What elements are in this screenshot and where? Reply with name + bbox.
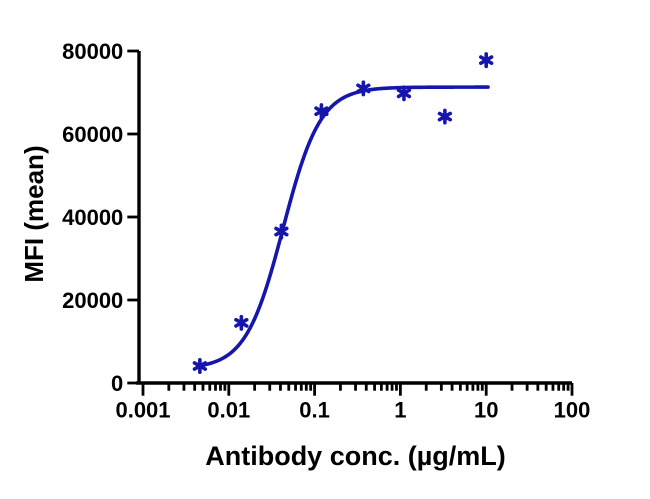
y-tick-label: 60000 bbox=[62, 122, 123, 147]
x-tick-label: 0.1 bbox=[299, 398, 330, 423]
fit-curve-path bbox=[197, 85, 490, 368]
data-point-marker bbox=[192, 357, 208, 374]
data-point-marker bbox=[356, 80, 371, 97]
x-tick-label: 100 bbox=[554, 398, 591, 423]
x-tick-label: 0.001 bbox=[115, 398, 170, 423]
asterisk-center bbox=[483, 57, 489, 63]
asterisk-center bbox=[238, 320, 244, 326]
data-point-marker bbox=[234, 314, 249, 331]
y-tick-label: 40000 bbox=[62, 205, 123, 230]
data-point-marker bbox=[396, 85, 412, 102]
data-point-marker bbox=[314, 103, 329, 120]
x-tick-label: 0.01 bbox=[207, 398, 250, 423]
asterisk-center bbox=[318, 108, 324, 114]
data-point-marker bbox=[437, 108, 453, 125]
y-tick-label: 20000 bbox=[62, 288, 123, 313]
asterisk-center bbox=[278, 229, 284, 234]
y-tick-label: 0 bbox=[111, 371, 123, 396]
data-point-marker bbox=[479, 52, 494, 69]
asterisk-center bbox=[197, 363, 203, 369]
x-tick-label: 1 bbox=[394, 398, 406, 423]
x-tick-label: 10 bbox=[474, 398, 498, 423]
asterisk-center bbox=[360, 85, 366, 91]
asterisk-center bbox=[401, 90, 407, 96]
y-tick-label: 80000 bbox=[62, 39, 123, 64]
data-point-marker bbox=[274, 223, 289, 240]
asterisk-center bbox=[442, 114, 448, 119]
